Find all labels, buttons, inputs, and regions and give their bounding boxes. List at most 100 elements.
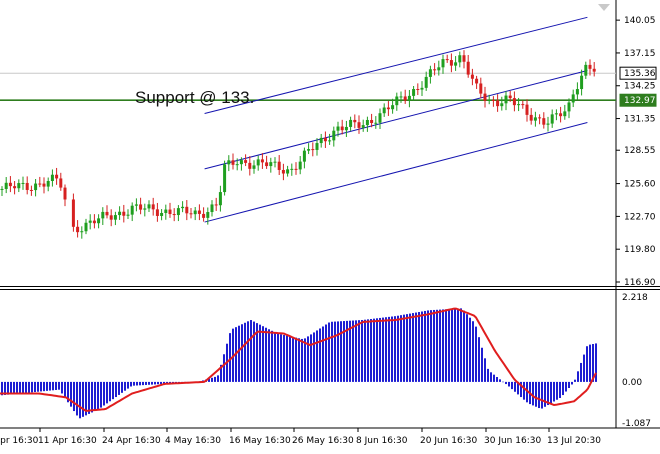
macd-bar: [268, 329, 270, 382]
macd-bar: [19, 381, 21, 394]
macd-bar: [430, 310, 432, 382]
macd-bar: [490, 372, 492, 382]
macd-bar: [571, 381, 573, 385]
price-tick-label: 137.15: [624, 49, 656, 59]
macd-bar: [304, 338, 306, 382]
candle: [277, 155, 281, 176]
macd-bar: [421, 311, 423, 382]
macd-bar: [469, 317, 471, 382]
macd-bar: [7, 381, 9, 395]
macd-bar: [313, 332, 315, 382]
candle: [0, 186, 4, 197]
candle: [340, 119, 344, 135]
macd-bar: [541, 381, 543, 409]
macd-bar: [220, 364, 222, 382]
macd-bar: [577, 371, 579, 382]
price-tick-label: 128.55: [624, 146, 656, 156]
macd-bar: [43, 381, 45, 392]
macd-bar: [580, 362, 582, 382]
macd-bar: [46, 381, 48, 391]
macd-bar: [244, 322, 246, 382]
macd-bar: [163, 381, 165, 384]
macd-bar: [556, 381, 558, 400]
macd-bar: [280, 334, 282, 382]
macd-tick-label: -1.087: [622, 419, 651, 429]
macd-bar: [271, 330, 273, 382]
candle: [223, 160, 227, 196]
price-tick-label: 134.25: [624, 82, 656, 92]
macd-bar: [382, 317, 384, 382]
candle: [529, 108, 533, 125]
macd-bar: [442, 309, 444, 382]
macd-bar: [502, 381, 504, 383]
macd-bar: [484, 358, 486, 382]
candle: [500, 96, 504, 111]
candle: [315, 138, 319, 156]
time-tick-label: 8 Jun 16:30: [356, 436, 408, 446]
candle: [311, 142, 315, 157]
candle: [227, 155, 231, 172]
candle: [466, 54, 470, 78]
candle: [479, 77, 483, 99]
macd-bar: [565, 381, 567, 392]
candle: [63, 184, 67, 207]
candle: [286, 165, 290, 177]
macd-bar: [394, 316, 396, 382]
candle: [210, 200, 214, 217]
candle: [160, 209, 164, 221]
macd-bar: [409, 313, 411, 382]
macd-bar: [79, 381, 81, 419]
macd-bar: [586, 346, 588, 382]
candle: [382, 103, 386, 117]
candle: [458, 51, 462, 68]
candle: [588, 59, 592, 76]
candle: [244, 154, 248, 167]
macd-bar: [277, 333, 279, 382]
candle: [281, 163, 285, 181]
macd-bar: [121, 381, 123, 393]
candle: [256, 155, 260, 171]
candle: [571, 89, 575, 108]
candle: [575, 82, 579, 101]
candle: [38, 176, 42, 188]
macd-bar: [457, 308, 459, 382]
price-panel: [0, 16, 616, 239]
macd-bar: [439, 309, 441, 382]
macd-bar: [385, 317, 387, 382]
macd-bar: [547, 381, 549, 406]
macd-bar: [67, 381, 69, 403]
macd-bar: [73, 381, 75, 412]
candle: [538, 114, 542, 125]
candle: [50, 169, 54, 187]
candle: [517, 97, 521, 112]
scroll-triangle-icon[interactable]: [598, 4, 610, 11]
macd-bar: [40, 381, 42, 392]
macd-bar: [247, 321, 249, 382]
macd-bar: [259, 324, 261, 382]
candle: [164, 204, 168, 220]
macd-bar: [115, 381, 117, 398]
macd-tick-label: 2.218: [622, 293, 648, 303]
candle: [105, 205, 109, 219]
candle: [84, 218, 88, 235]
candle: [441, 54, 445, 74]
macd-bar: [412, 313, 414, 382]
candle: [80, 226, 84, 239]
candle: [508, 90, 512, 102]
candle: [151, 197, 155, 216]
candle: [34, 179, 38, 197]
macd-bar: [13, 381, 15, 395]
macd-bar: [34, 381, 36, 393]
macd-bar: [379, 317, 381, 382]
macd-bar: [109, 381, 111, 402]
macd-bar: [388, 316, 390, 382]
candle: [563, 104, 567, 120]
macd-bar: [100, 381, 102, 408]
macd-bar: [454, 308, 456, 382]
macd-bar: [250, 320, 252, 382]
time-tick-label: 13 Jul 20:30: [547, 436, 601, 446]
macd-bar: [112, 381, 114, 400]
candle: [252, 160, 256, 174]
time-tick-label: 30 Jun 16:30: [484, 436, 541, 446]
macd-bar: [136, 381, 138, 386]
